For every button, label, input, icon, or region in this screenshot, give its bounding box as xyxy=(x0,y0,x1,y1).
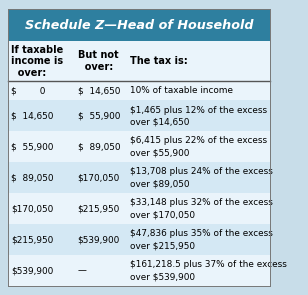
Text: $33,148 plus 32% of the excess
over $170,050: $33,148 plus 32% of the excess over $170… xyxy=(130,198,273,219)
Text: $47,836 plus 35% of the excess
over $215,950: $47,836 plus 35% of the excess over $215… xyxy=(130,229,273,250)
FancyBboxPatch shape xyxy=(8,81,270,101)
FancyBboxPatch shape xyxy=(8,255,270,286)
Text: The tax is:: The tax is: xyxy=(130,56,188,66)
Text: But not
  over:: But not over: xyxy=(78,50,118,72)
Text: $1,465 plus 12% of the excess
over $14,650: $1,465 plus 12% of the excess over $14,6… xyxy=(130,106,267,126)
Text: $  89,050: $ 89,050 xyxy=(78,142,120,151)
Text: —: — xyxy=(78,266,87,275)
Text: $215,950: $215,950 xyxy=(78,204,120,213)
FancyBboxPatch shape xyxy=(8,9,270,41)
Text: If taxable
income is
  over:: If taxable income is over: xyxy=(11,45,63,78)
Text: $170,050: $170,050 xyxy=(78,173,120,182)
Text: $161,218.5 plus 37% of the excess
over $539,900: $161,218.5 plus 37% of the excess over $… xyxy=(130,260,287,281)
Text: Schedule Z—Head of Household: Schedule Z—Head of Household xyxy=(25,19,253,32)
Text: $  55,900: $ 55,900 xyxy=(78,112,120,120)
Text: 10% of taxable income: 10% of taxable income xyxy=(130,86,233,95)
FancyBboxPatch shape xyxy=(8,162,270,193)
Text: $  55,900: $ 55,900 xyxy=(11,142,53,151)
FancyBboxPatch shape xyxy=(8,131,270,162)
Text: $170,050: $170,050 xyxy=(11,204,53,213)
FancyBboxPatch shape xyxy=(8,101,270,131)
FancyBboxPatch shape xyxy=(8,224,270,255)
Text: $539,900: $539,900 xyxy=(11,266,53,275)
Text: $  89,050: $ 89,050 xyxy=(11,173,54,182)
FancyBboxPatch shape xyxy=(8,41,270,81)
Text: $6,415 plus 22% of the excess
over $55,900: $6,415 plus 22% of the excess over $55,9… xyxy=(130,137,267,157)
Text: $        0: $ 0 xyxy=(11,86,45,95)
Text: $  14,650: $ 14,650 xyxy=(78,86,120,95)
Text: $215,950: $215,950 xyxy=(11,235,53,244)
Text: $539,900: $539,900 xyxy=(78,235,120,244)
Text: $13,708 plus 24% of the excess
over $89,050: $13,708 plus 24% of the excess over $89,… xyxy=(130,168,273,188)
FancyBboxPatch shape xyxy=(8,193,270,224)
Text: $  14,650: $ 14,650 xyxy=(11,112,53,120)
